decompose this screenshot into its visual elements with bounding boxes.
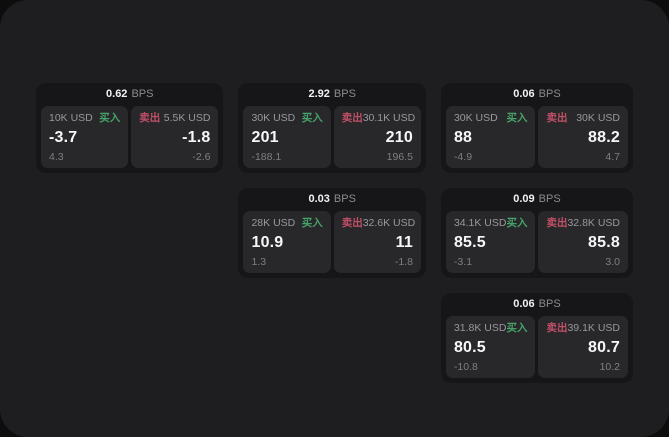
quote-card-5: 0.09 BPS 34.1K USD 买入 85.5 -3.1 卖出 32.8K… (440, 188, 633, 278)
buy-side-label: 买入 (99, 112, 121, 124)
sell-notional: 32.8K USD (567, 217, 620, 229)
sell-delta: 10.2 (599, 360, 620, 373)
sell-price: 85.8 (588, 233, 620, 251)
bps-unit-label: BPS (333, 88, 356, 100)
buy-panel[interactable]: 31.8K USD 买入 80.5 -10.8 (445, 316, 536, 378)
bps-value: 0.09 (513, 193, 535, 205)
buy-price: 80.5 (453, 338, 486, 356)
bid-ask-panels: 10K USD 买入 -3.7 4.3 卖出 5.5K USD -1.8 -2.… (36, 106, 223, 173)
buy-panel[interactable]: 30K USD 买入 88 -4.9 (445, 106, 536, 168)
card-header: 0.03 BPS (238, 188, 425, 211)
sell-delta: -1.8 (394, 255, 413, 268)
sell-delta: 196.5 (386, 150, 413, 163)
bid-ask-panels: 28K USD 买入 10.9 1.3 卖出 32.6K USD 11 -1.8 (238, 211, 425, 278)
bid-ask-panels: 30K USD 买入 88 -4.9 卖出 30K USD 88.2 4.7 (441, 106, 633, 173)
card-header: 0.06 BPS (441, 293, 633, 316)
card-header: 0.06 BPS (441, 83, 633, 106)
buy-delta: 1.3 (251, 255, 267, 268)
buy-panel[interactable]: 34.1K USD 买入 85.5 -3.1 (445, 211, 536, 273)
buy-side-label: 买入 (506, 112, 528, 124)
buy-price: -3.7 (49, 128, 78, 146)
bps-unit-label: BPS (538, 298, 561, 310)
card-header: 0.09 BPS (441, 188, 633, 211)
sell-price: 11 (395, 233, 413, 251)
sell-delta: 3.0 (605, 255, 620, 268)
buy-price: 10.9 (251, 233, 284, 251)
buy-notional: 30K USD (251, 112, 296, 124)
sell-panel[interactable]: 卖出 5.5K USD -1.8 -2.6 (131, 106, 219, 168)
sell-panel[interactable]: 卖出 30.1K USD 210 196.5 (333, 106, 421, 168)
buy-notional: 34.1K USD (453, 217, 507, 229)
sell-side-label: 卖出 (546, 112, 568, 124)
buy-delta: -4.9 (453, 150, 473, 163)
sell-price: 210 (385, 128, 413, 146)
sell-notional: 32.6K USD (362, 217, 416, 229)
sell-side-label: 卖出 (546, 217, 568, 229)
sell-delta: -2.6 (192, 150, 211, 163)
sell-price: 80.7 (588, 338, 620, 356)
bid-ask-panels: 34.1K USD 买入 85.5 -3.1 卖出 32.8K USD 85.8… (441, 211, 633, 278)
bps-value: 0.06 (513, 88, 535, 100)
sell-side-label: 卖出 (546, 322, 568, 334)
buy-price: 85.5 (453, 233, 486, 251)
quote-card-6: 0.06 BPS 31.8K USD 买入 80.5 -10.8 卖出 39.1… (440, 293, 633, 383)
card-header: 2.92 BPS (238, 83, 425, 106)
quote-card-3: 0.06 BPS 30K USD 买入 88 -4.9 卖出 30K USD (440, 83, 633, 173)
buy-notional: 30K USD (453, 112, 498, 124)
sell-notional: 30K USD (576, 112, 620, 124)
buy-delta: 4.3 (49, 150, 64, 163)
buy-side-label: 买入 (506, 217, 528, 229)
sell-panel[interactable]: 卖出 39.1K USD 80.7 10.2 (538, 316, 628, 378)
buy-side-label: 买入 (301, 217, 323, 229)
card-header: 0.62 BPS (36, 83, 223, 106)
quote-card-1: 0.62 BPS 10K USD 买入 -3.7 4.3 卖出 5.5K USD (36, 83, 224, 173)
bps-value: 0.06 (513, 298, 535, 310)
bps-value: 0.03 (308, 193, 330, 205)
buy-side-label: 买入 (301, 112, 323, 124)
bps-unit-label: BPS (538, 88, 561, 100)
sell-panel[interactable]: 卖出 32.8K USD 85.8 3.0 (538, 211, 628, 273)
sell-side-label: 卖出 (341, 217, 363, 229)
bps-unit-label: BPS (333, 193, 356, 205)
buy-notional: 10K USD (49, 112, 93, 124)
buy-price: 88 (453, 128, 473, 146)
sell-price: -1.8 (182, 128, 211, 146)
sell-price: 88.2 (588, 128, 620, 146)
quote-card-4: 0.03 BPS 28K USD 买入 10.9 1.3 卖出 32.6K US… (238, 188, 426, 278)
bps-value: 0.62 (106, 88, 128, 100)
buy-price: 201 (251, 128, 279, 146)
bid-ask-panels: 30K USD 买入 201 -188.1 卖出 30.1K USD 210 1… (238, 106, 425, 173)
buy-delta: -188.1 (251, 150, 282, 163)
buy-notional: 31.8K USD (453, 322, 507, 334)
sell-notional: 39.1K USD (567, 322, 620, 334)
sell-side-label: 卖出 (139, 112, 161, 124)
buy-notional: 28K USD (251, 217, 296, 229)
quote-card-2: 2.92 BPS 30K USD 买入 201 -188.1 卖出 30.1K … (238, 83, 426, 173)
buy-delta: -3.1 (453, 255, 473, 268)
sell-panel[interactable]: 卖出 30K USD 88.2 4.7 (538, 106, 628, 168)
sell-panel[interactable]: 卖出 32.6K USD 11 -1.8 (333, 211, 421, 273)
buy-panel[interactable]: 30K USD 买入 201 -188.1 (243, 106, 331, 168)
bid-ask-panels: 31.8K USD 买入 80.5 -10.8 卖出 39.1K USD 80.… (441, 316, 633, 383)
buy-side-label: 买入 (506, 322, 528, 334)
buy-delta: -10.8 (453, 360, 478, 373)
sell-side-label: 卖出 (341, 112, 363, 124)
bps-value: 2.92 (308, 88, 330, 100)
bps-unit-label: BPS (538, 193, 561, 205)
sell-notional: 5.5K USD (163, 112, 211, 124)
bps-unit-label: BPS (131, 88, 154, 100)
sell-delta: 4.7 (605, 150, 620, 163)
buy-panel[interactable]: 28K USD 买入 10.9 1.3 (243, 211, 331, 273)
sell-notional: 30.1K USD (362, 112, 416, 124)
buy-panel[interactable]: 10K USD 买入 -3.7 4.3 (41, 106, 129, 168)
quote-cards-grid: 0.62 BPS 10K USD 买入 -3.7 4.3 卖出 5.5K USD (36, 83, 633, 383)
